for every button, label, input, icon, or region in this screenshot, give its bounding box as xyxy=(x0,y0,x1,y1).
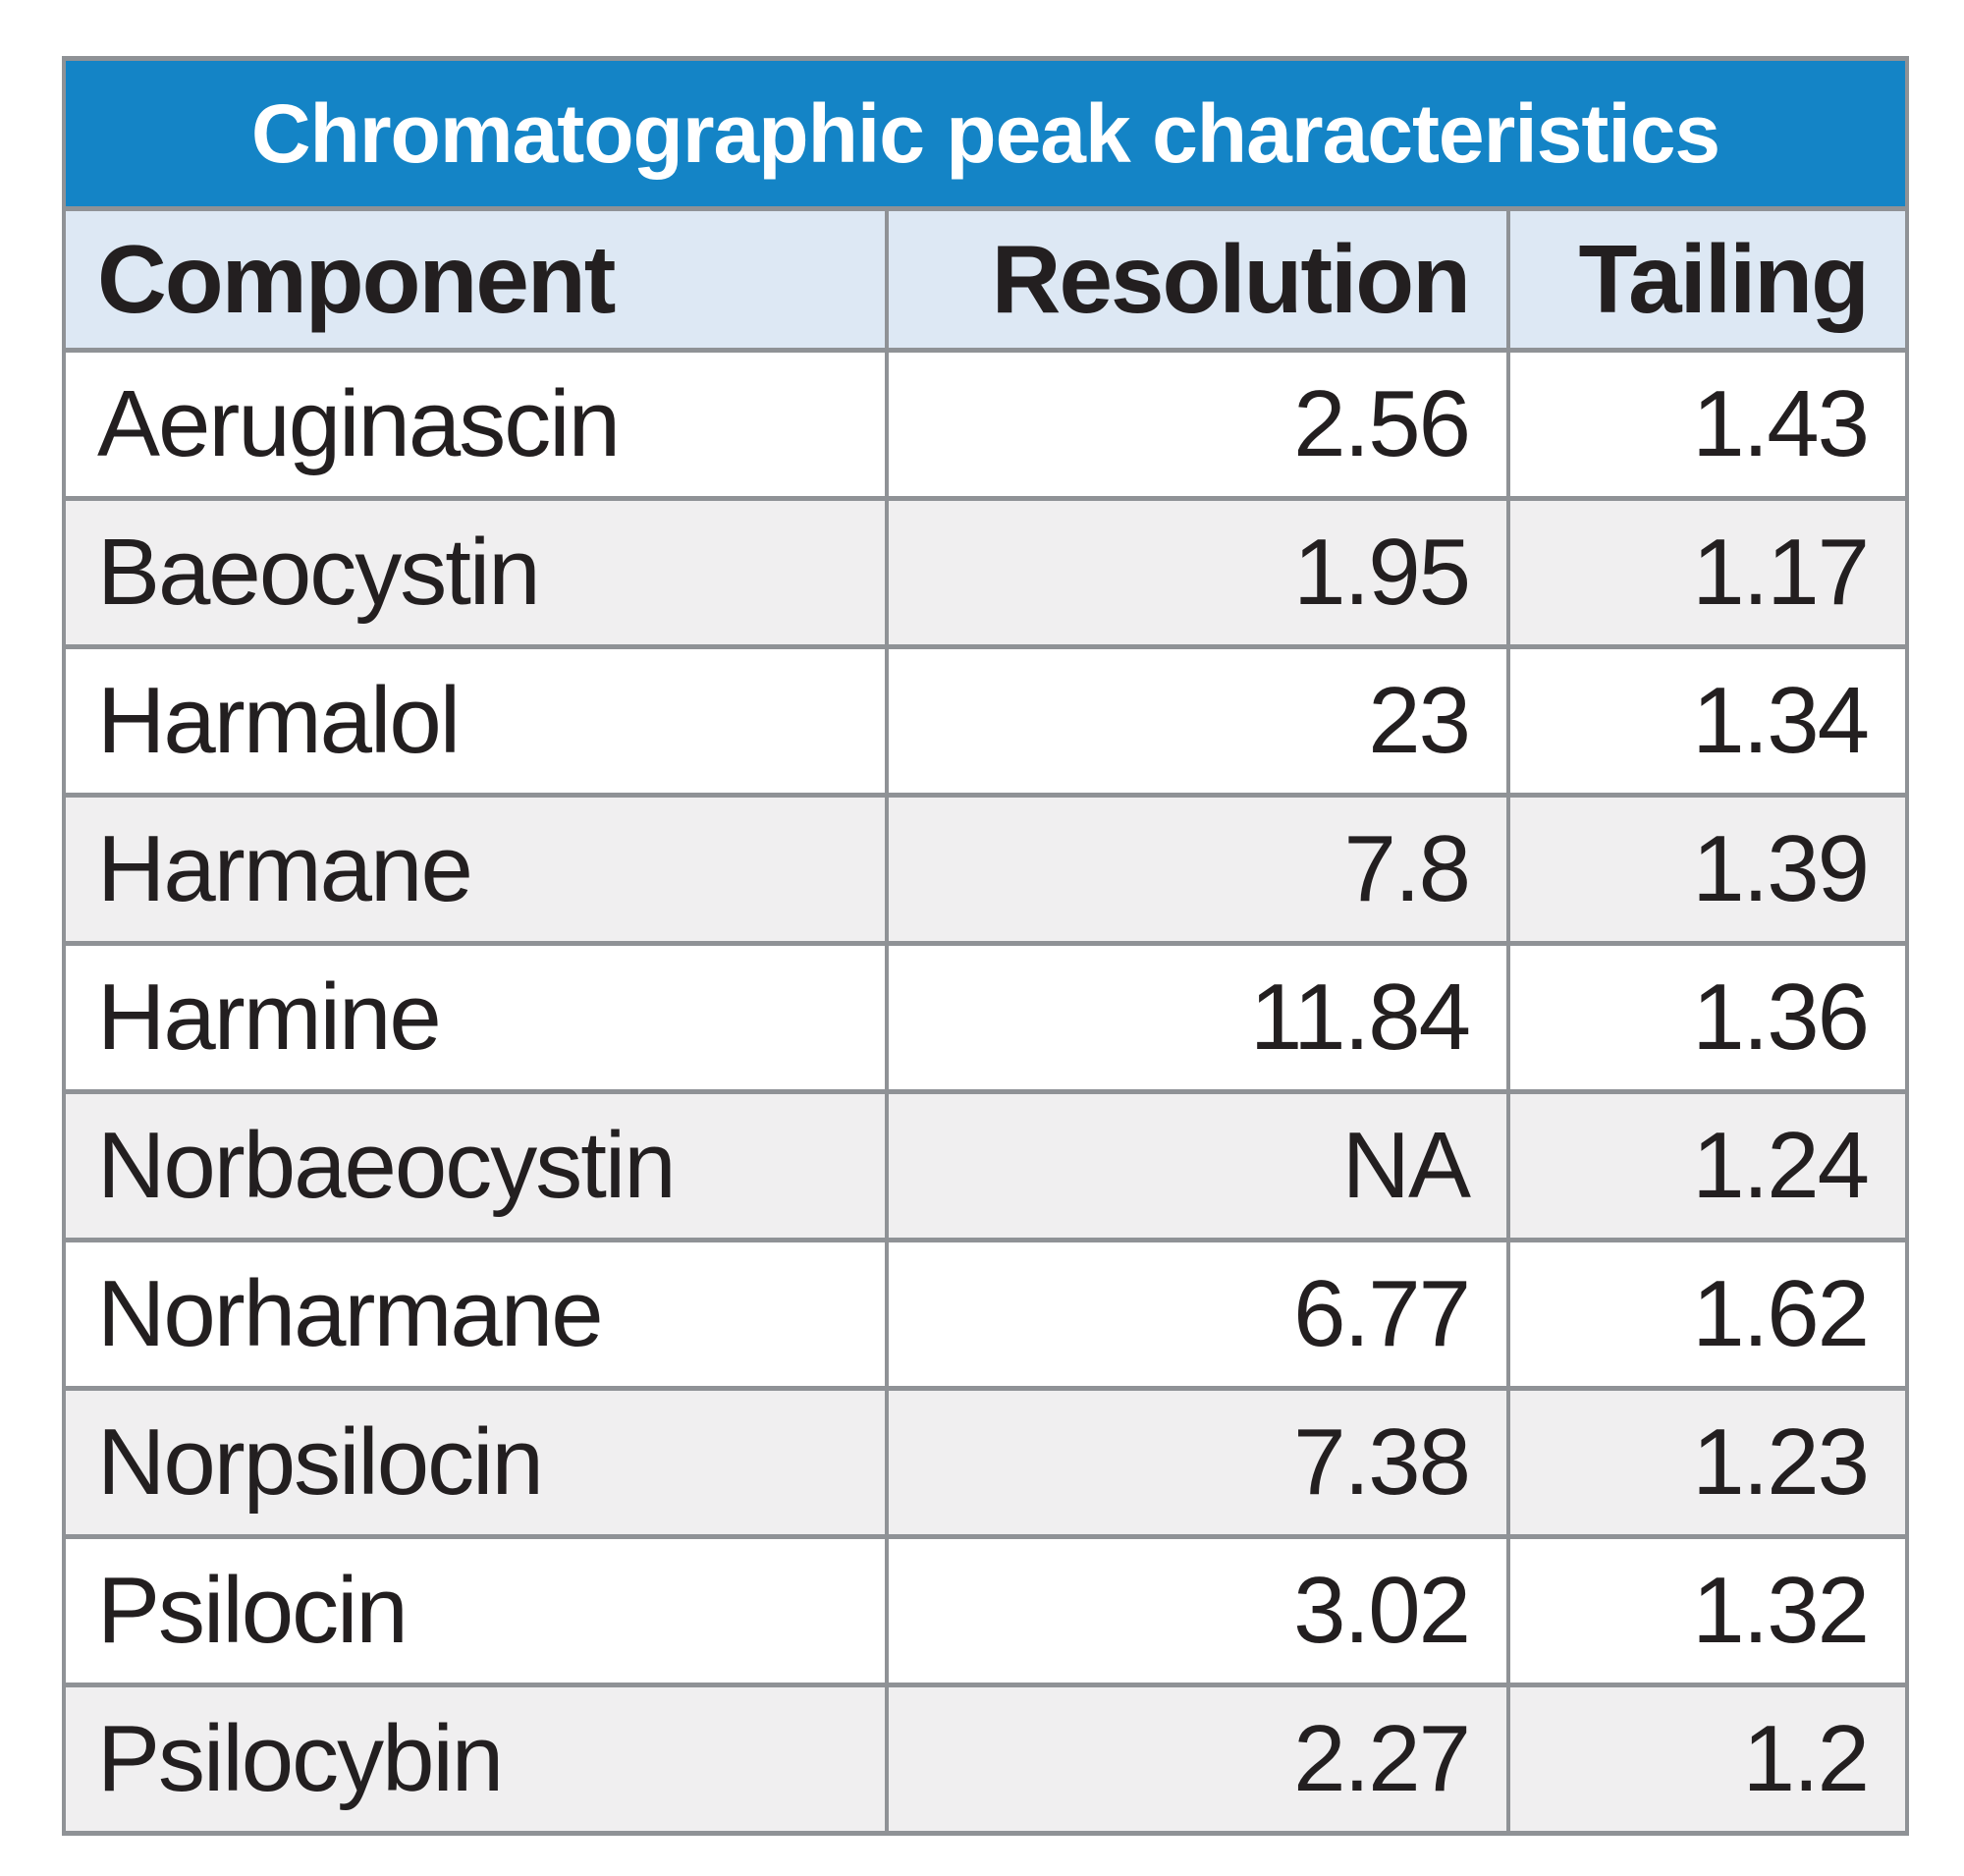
tailing-cell: 1.17 xyxy=(1505,496,1910,649)
component-cell: Baeocystin xyxy=(62,496,889,649)
tailing-cell: 1.43 xyxy=(1505,348,1910,501)
resolution-cell: 2.56 xyxy=(885,348,1510,501)
table-row: Aeruginascin 2.56 1.43 xyxy=(62,348,1910,501)
component-cell: Norharmane xyxy=(62,1238,889,1391)
resolution-cell: 6.77 xyxy=(885,1238,1510,1391)
resolution-cell: 3.02 xyxy=(885,1534,1510,1687)
component-cell: Psilocybin xyxy=(62,1683,889,1836)
table-row: Psilocin 3.02 1.32 xyxy=(62,1534,1910,1687)
column-header-resolution: Resolution xyxy=(885,206,1510,353)
tailing-cell: 1.23 xyxy=(1505,1386,1910,1539)
table-row: Harmalol 23 1.34 xyxy=(62,644,1910,798)
resolution-cell: 1.95 xyxy=(885,496,1510,649)
tailing-cell: 1.2 xyxy=(1505,1683,1910,1836)
table-title: Chromatographic peak characteristics xyxy=(61,56,1910,211)
component-cell: Norpsilocin xyxy=(62,1386,889,1539)
table-row: Harmine 11.84 1.36 xyxy=(62,941,1910,1094)
resolution-cell: 23 xyxy=(885,644,1510,798)
column-header-tailing: Tailing xyxy=(1505,206,1910,353)
component-cell: Harmane xyxy=(62,793,889,946)
table-row: Baeocystin 1.95 1.17 xyxy=(62,496,1910,649)
column-header-component: Component xyxy=(62,206,889,353)
component-cell: Harmalol xyxy=(62,644,889,798)
tailing-cell: 1.62 xyxy=(1505,1238,1910,1391)
table-title-row: Chromatographic peak characteristics xyxy=(61,56,1910,211)
resolution-cell: 11.84 xyxy=(885,941,1510,1094)
table-row: Norpsilocin 7.38 1.23 xyxy=(62,1386,1910,1539)
table-row: Psilocybin 2.27 1.2 xyxy=(62,1683,1910,1836)
tailing-cell: 1.34 xyxy=(1505,644,1910,798)
resolution-cell: 7.38 xyxy=(885,1386,1510,1539)
component-cell: Aeruginascin xyxy=(62,348,889,501)
resolution-cell: 2.27 xyxy=(885,1683,1510,1836)
resolution-cell: NA xyxy=(885,1089,1510,1242)
resolution-cell: 7.8 xyxy=(885,793,1510,946)
tailing-cell: 1.36 xyxy=(1505,941,1910,1094)
peak-characteristics-table-container: Chromatographic peak characteristics Com… xyxy=(61,56,1910,1836)
tailing-cell: 1.39 xyxy=(1505,793,1910,946)
tailing-cell: 1.24 xyxy=(1505,1089,1910,1242)
tailing-cell: 1.32 xyxy=(1505,1534,1910,1687)
component-cell: Psilocin xyxy=(62,1534,889,1687)
peak-characteristics-table: Chromatographic peak characteristics Com… xyxy=(61,56,1910,1836)
component-cell: Harmine xyxy=(62,941,889,1094)
table-row: Harmane 7.8 1.39 xyxy=(62,793,1910,946)
table-row: Norbaeocystin NA 1.24 xyxy=(62,1089,1910,1242)
table-row: Norharmane 6.77 1.62 xyxy=(62,1238,1910,1391)
table-header-row: Component Resolution Tailing xyxy=(62,206,1910,353)
component-cell: Norbaeocystin xyxy=(62,1089,889,1242)
